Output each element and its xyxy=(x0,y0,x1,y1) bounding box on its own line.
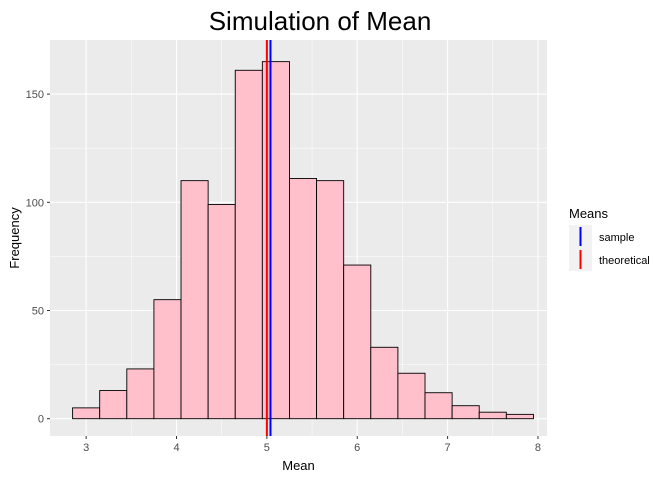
histogram-bar xyxy=(316,180,345,420)
y-axis-ticks: 0 50 100 150 xyxy=(26,89,50,426)
x-axis-title: Mean xyxy=(282,458,315,473)
x-tick-label: 5 xyxy=(264,442,270,454)
chart-title: Simulation of Mean xyxy=(209,6,432,36)
x-tick-label: 6 xyxy=(354,442,360,454)
histogram-bar xyxy=(180,180,209,420)
histogram-bar xyxy=(126,368,155,420)
x-tick-label: 8 xyxy=(535,442,541,454)
histogram-bar xyxy=(451,405,480,420)
histogram-bar xyxy=(153,299,182,420)
legend-label: sample xyxy=(599,232,634,244)
histogram-bar xyxy=(397,372,426,420)
x-tick-label: 4 xyxy=(173,442,179,454)
y-tick-label: 100 xyxy=(26,197,44,209)
histogram-bar xyxy=(289,178,318,420)
histogram-bar xyxy=(343,264,372,420)
x-tick-label: 7 xyxy=(445,442,451,454)
histogram-bar xyxy=(424,392,453,420)
histogram-bar xyxy=(478,411,507,420)
histogram-bar xyxy=(99,390,128,420)
x-axis-ticks: 3 4 5 6 7 8 xyxy=(83,436,541,454)
histogram-bar xyxy=(207,204,236,420)
y-axis-title: Frequency xyxy=(7,207,22,269)
legend-items: sample theoretical xyxy=(569,225,650,271)
legend-label: theoretical xyxy=(599,255,650,267)
histogram-bar xyxy=(505,413,534,420)
x-tick-label: 3 xyxy=(83,442,89,454)
y-tick-label: 150 xyxy=(26,89,44,101)
y-tick-label: 0 xyxy=(38,414,44,426)
histogram-bar xyxy=(234,69,263,420)
y-tick-label: 50 xyxy=(32,305,44,317)
legend-title: Means xyxy=(569,206,609,221)
legend: Means sample theoretical xyxy=(569,206,650,271)
mean-lines xyxy=(265,40,272,436)
histogram-bar xyxy=(72,407,101,420)
histogram-bar xyxy=(370,346,399,420)
